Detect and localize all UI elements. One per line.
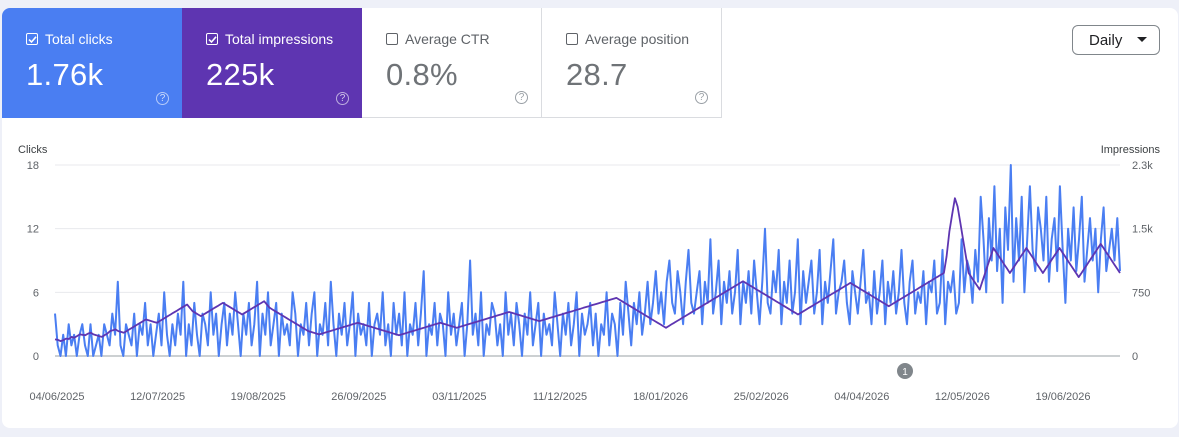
series-line-clicks bbox=[54, 164, 1121, 357]
performance-card: Total clicks 1.76k ? Total impressions 2… bbox=[2, 8, 1178, 428]
help-icon[interactable]: ? bbox=[336, 92, 349, 105]
x-tick-label: 12/05/2026 bbox=[935, 391, 990, 403]
metric-tile-average-position[interactable]: Average position 28.7 ? bbox=[542, 8, 722, 118]
x-tick-label: 11/12/2025 bbox=[533, 391, 587, 403]
chart-series bbox=[54, 164, 1121, 357]
annotation-marker[interactable]: 1 bbox=[897, 363, 913, 379]
y-axis-left-title: Clicks bbox=[18, 144, 48, 156]
x-tick-label: 04/04/2026 bbox=[834, 391, 889, 403]
metric-label: Total impressions bbox=[225, 31, 334, 47]
y-left-tick-label: 12 bbox=[27, 224, 39, 236]
help-icon[interactable]: ? bbox=[695, 91, 708, 104]
chevron-down-icon bbox=[1137, 37, 1147, 42]
x-tick-label: 12/07/2025 bbox=[130, 391, 185, 403]
x-tick-label: 25/02/2026 bbox=[734, 391, 789, 403]
y-right-tick-label: 750 bbox=[1132, 287, 1150, 299]
metric-label: Average CTR bbox=[405, 31, 490, 47]
help-icon[interactable]: ? bbox=[156, 92, 169, 105]
y-left-tick-label: 6 bbox=[33, 287, 39, 299]
x-tick-label: 19/08/2025 bbox=[231, 391, 286, 403]
y-right-tick-label: 2.3k bbox=[1132, 160, 1153, 172]
metric-value: 1.76k bbox=[26, 57, 104, 92]
metric-label: Average position bbox=[585, 31, 690, 47]
range-dropdown[interactable]: Daily bbox=[1072, 25, 1160, 55]
checkbox-unchecked-icon[interactable] bbox=[566, 33, 578, 45]
checkbox-checked-icon[interactable] bbox=[26, 33, 38, 45]
x-tick-label: 19/06/2026 bbox=[1035, 391, 1090, 403]
chart-grid bbox=[55, 164, 1120, 357]
chart-axes: Clicks Impressions 0 0 6 750 12 1.5k 18 2.3k 04/… bbox=[18, 144, 1161, 403]
y-right-tick-label: 0 bbox=[1132, 351, 1138, 363]
x-tick-label: 18/01/2026 bbox=[633, 391, 688, 403]
metric-value: 28.7 bbox=[566, 57, 628, 92]
y-left-tick-label: 0 bbox=[33, 351, 39, 363]
x-tick-label: 03/11/2025 bbox=[432, 391, 486, 403]
help-icon[interactable]: ? bbox=[515, 91, 528, 104]
annotation-marker-label: 1 bbox=[902, 367, 908, 378]
y-right-tick-label: 1.5k bbox=[1132, 224, 1153, 236]
metric-value: 225k bbox=[206, 57, 275, 92]
metric-value: 0.8% bbox=[386, 57, 458, 92]
y-left-tick-label: 18 bbox=[27, 160, 39, 172]
performance-chart: Clicks Impressions 0 0 6 750 12 1.5k 18 2.3k 04/… bbox=[18, 144, 1161, 403]
x-tick-label: 26/09/2025 bbox=[331, 391, 386, 403]
checkbox-checked-icon[interactable] bbox=[206, 33, 218, 45]
metric-tile-average-ctr[interactable]: Average CTR 0.8% ? bbox=[362, 8, 542, 118]
metric-tile-total-impressions[interactable]: Total impressions 225k ? bbox=[182, 8, 362, 118]
metric-tile-total-clicks[interactable]: Total clicks 1.76k ? bbox=[2, 8, 182, 118]
series-line-impressions bbox=[54, 197, 1121, 343]
checkbox-unchecked-icon[interactable] bbox=[386, 33, 398, 45]
metric-label: Total clicks bbox=[45, 31, 113, 47]
range-dropdown-value: Daily bbox=[1089, 31, 1123, 49]
y-axis-right-title: Impressions bbox=[1101, 144, 1161, 156]
x-tick-label: 04/06/2025 bbox=[29, 391, 84, 403]
